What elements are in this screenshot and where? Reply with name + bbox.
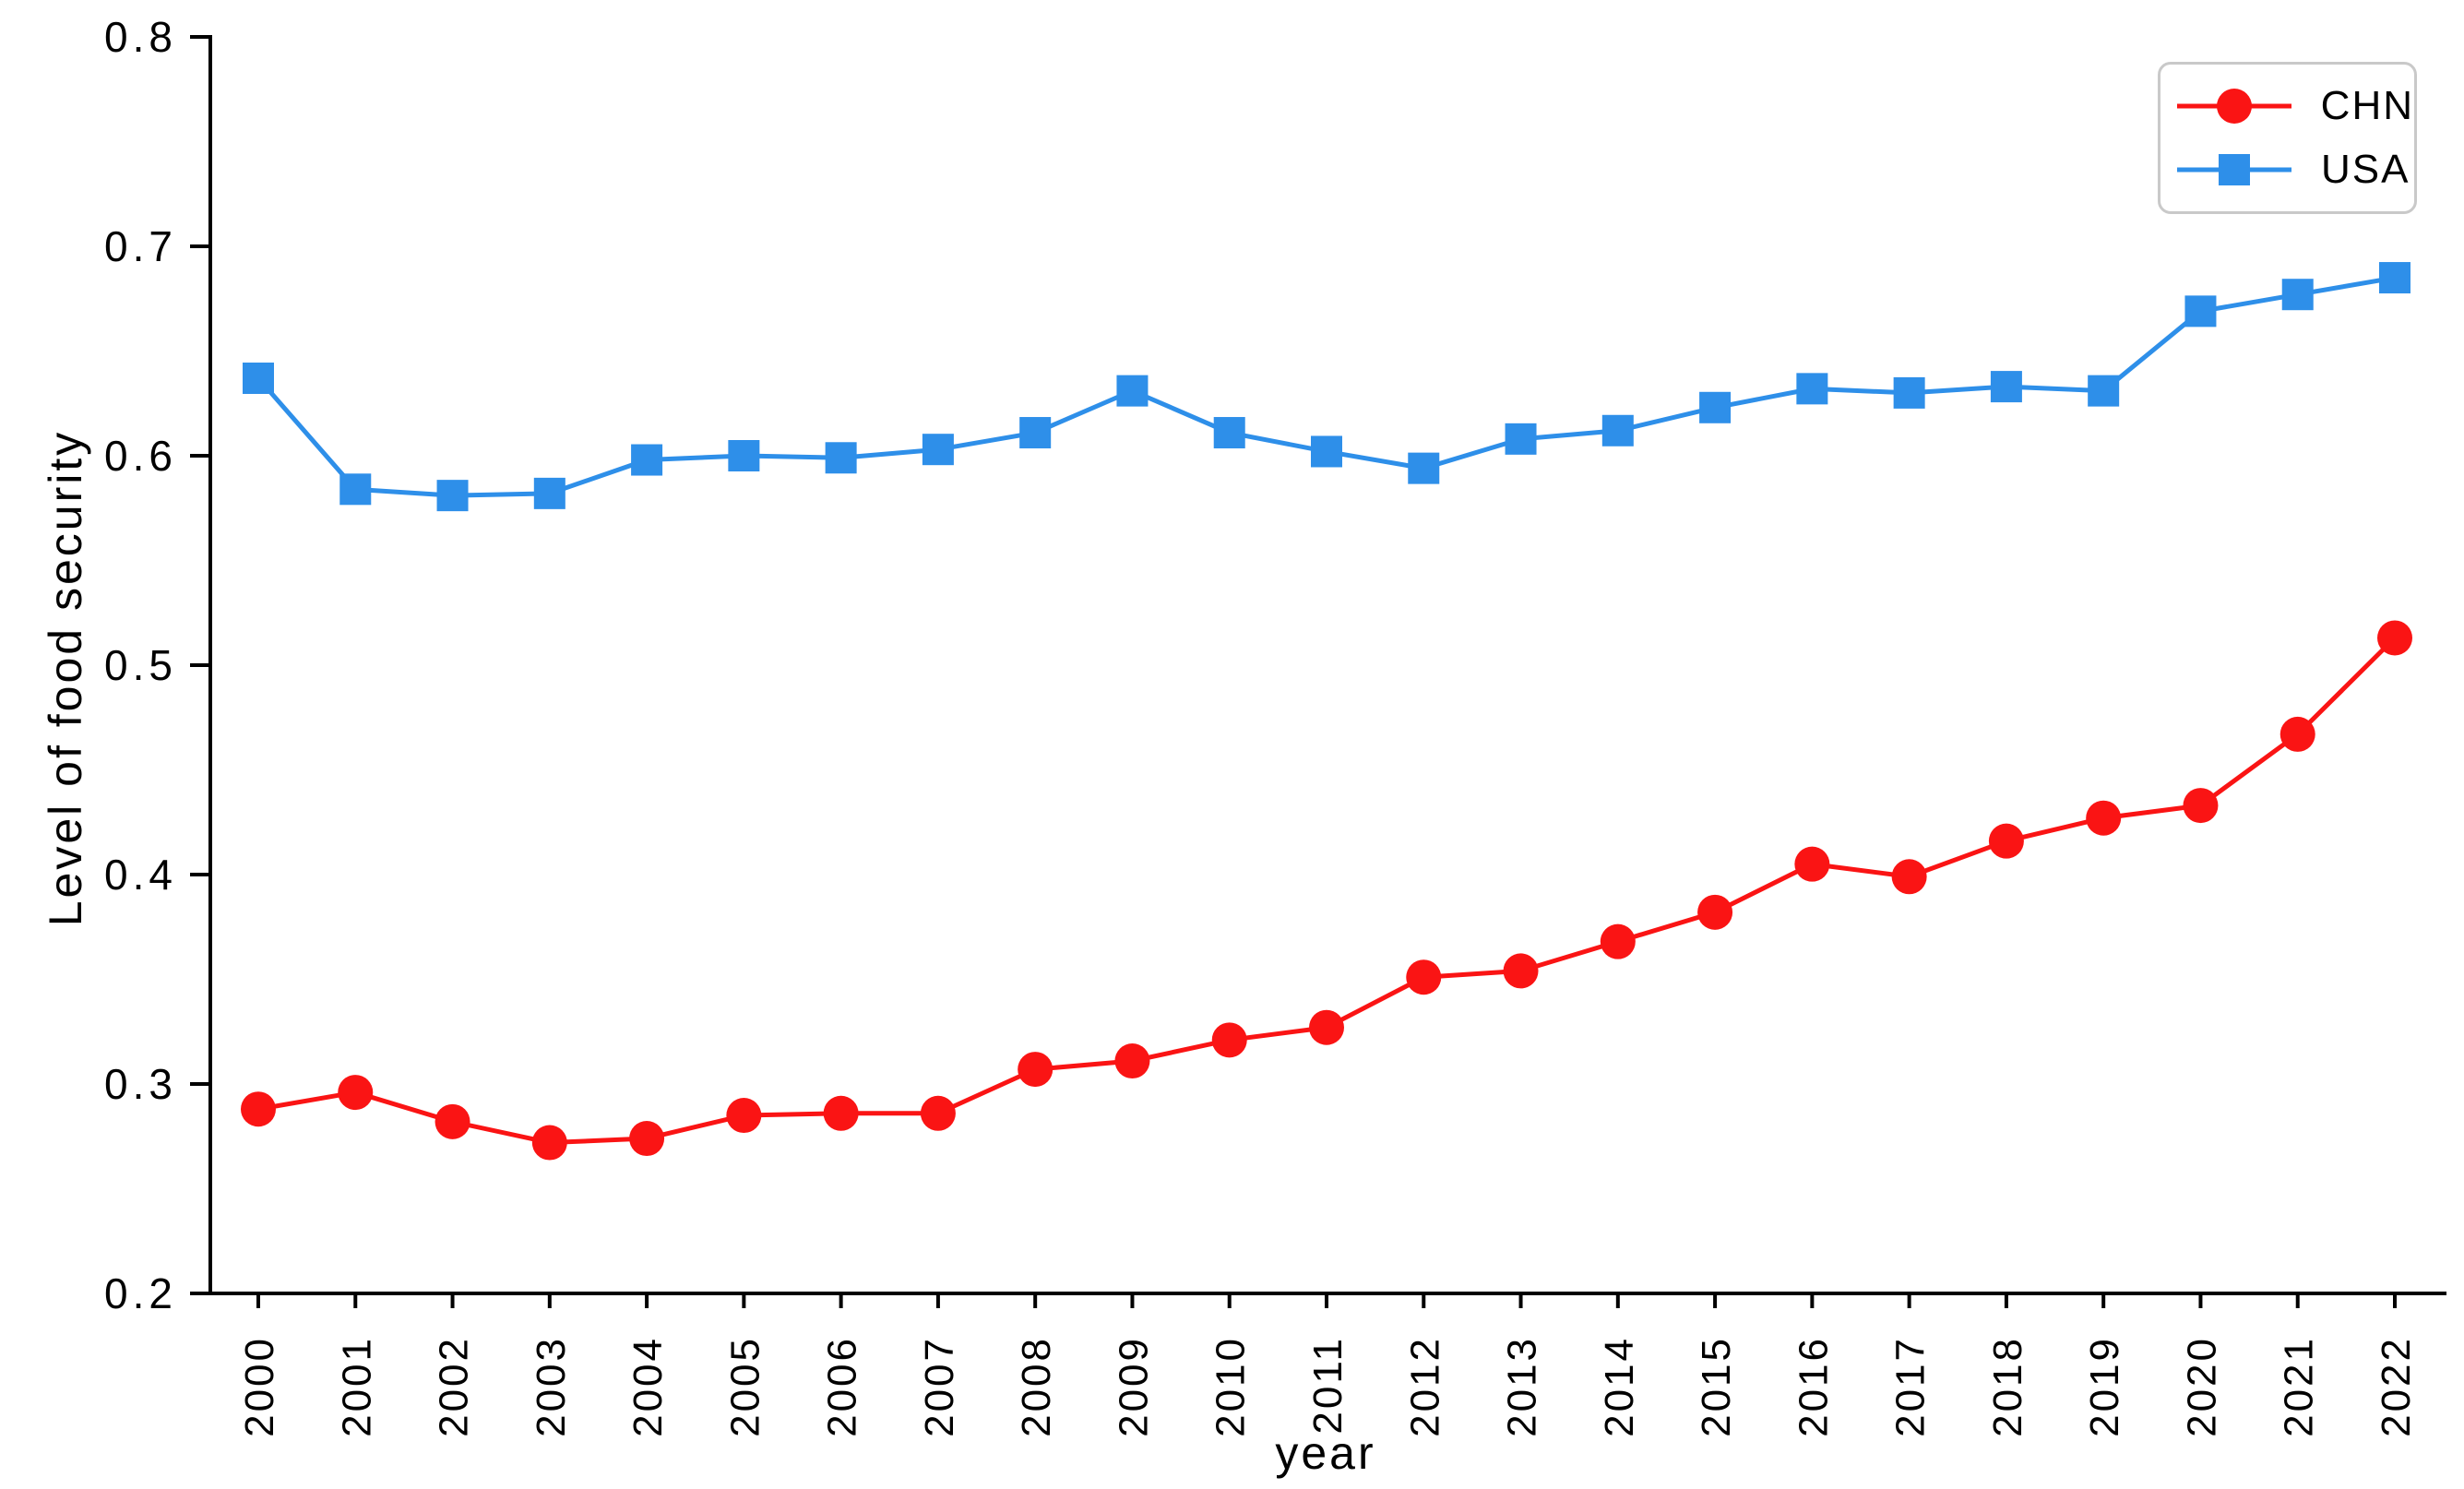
usa-marker	[1505, 423, 1537, 455]
chn-marker	[1211, 1022, 1247, 1058]
chn-marker	[920, 1095, 956, 1131]
usa-marker	[728, 440, 760, 471]
x-tick-label: 2022	[2374, 1336, 2419, 1437]
chn-marker	[1794, 846, 1830, 882]
chn-marker	[1891, 859, 1927, 895]
x-tick-label: 2018	[1985, 1336, 2030, 1437]
legend-label-usa: USA	[2321, 147, 2410, 193]
x-tick-label: 2017	[1888, 1336, 1934, 1437]
chn-marker	[1600, 923, 1636, 959]
x-tick-label: 2016	[1791, 1336, 1836, 1437]
usa-marker	[1213, 417, 1245, 449]
x-tick-label: 2020	[2179, 1336, 2224, 1437]
chn-marker	[241, 1091, 276, 1127]
chn-marker	[531, 1125, 567, 1161]
usa-marker	[339, 473, 372, 506]
usa-square-marker-icon	[2219, 154, 2250, 186]
usa-marker	[1601, 414, 1634, 447]
usa-marker	[1019, 417, 1052, 449]
chn-marker	[629, 1121, 665, 1157]
x-tick-label: 2019	[2082, 1336, 2127, 1437]
usa-marker	[1699, 391, 1732, 423]
x-tick-label: 2002	[432, 1336, 477, 1437]
usa-marker	[533, 477, 565, 509]
x-axis-title: year	[1275, 1427, 1375, 1479]
chn-marker	[1114, 1043, 1150, 1079]
chn-marker	[823, 1095, 859, 1131]
x-tick-label: 2008	[1014, 1336, 1059, 1437]
chn-marker	[1503, 953, 1539, 989]
usa-marker	[1893, 376, 1925, 409]
x-tick-label: 2012	[1402, 1336, 1447, 1437]
legend-label-chn: CHN	[2320, 82, 2414, 128]
legend-sample-usa	[2177, 154, 2291, 186]
y-tick-label: 0.3	[104, 1060, 177, 1108]
usa-marker	[243, 363, 274, 395]
x-tick-label: 2009	[1111, 1336, 1156, 1437]
x-tick-label: 2001	[334, 1336, 379, 1437]
y-tick-label: 0.8	[104, 13, 177, 61]
y-tick-label: 0.2	[104, 1269, 177, 1317]
legend-box: CHN USA	[2158, 62, 2417, 214]
chn-circle-marker-icon	[2217, 88, 2252, 124]
x-tick-label: 2005	[722, 1336, 768, 1437]
x-tick-label: 2007	[917, 1336, 962, 1437]
usa-marker	[1311, 435, 1342, 468]
legend-item-usa: USA	[2173, 143, 2414, 197]
y-tick-label: 0.7	[104, 222, 177, 270]
x-tick-label: 2003	[529, 1336, 574, 1437]
y-tick-label: 0.5	[104, 641, 177, 689]
usa-marker	[1796, 373, 1828, 405]
legend-item-chn: CHN	[2173, 79, 2414, 133]
chn-marker	[2183, 788, 2219, 824]
chn-marker	[2377, 620, 2412, 656]
chn-marker	[434, 1103, 470, 1139]
usa-marker	[825, 442, 857, 474]
usa-marker	[2281, 279, 2314, 311]
chn-marker	[2086, 800, 2122, 836]
usa-marker	[2088, 375, 2120, 407]
x-tick-label: 2004	[625, 1336, 671, 1437]
y-axis-title: Level of food security	[40, 430, 91, 927]
chn-marker	[1309, 1009, 1344, 1045]
chn-marker	[1018, 1052, 1053, 1088]
x-tick-label: 2013	[1500, 1336, 1545, 1437]
y-tick-label: 0.4	[104, 851, 177, 899]
y-tick-label: 0.6	[104, 432, 177, 480]
usa-marker	[2379, 262, 2410, 294]
data-series	[241, 262, 2412, 1161]
legend-sample-chn	[2177, 88, 2291, 124]
chn-marker	[2279, 716, 2315, 752]
x-tick-label: 2000	[237, 1336, 282, 1437]
chn-marker	[1697, 894, 1733, 930]
usa-marker	[922, 434, 954, 466]
x-tick-label: 2011	[1305, 1336, 1351, 1435]
usa-marker	[436, 480, 469, 512]
axes: 0.2 0.3 0.4 0.5 0.6 0.7 0.8 2000 2001 2002 2003 200…	[104, 13, 2446, 1437]
usa-marker	[2184, 295, 2217, 328]
x-tick-label: 2021	[2277, 1336, 2322, 1437]
chn-marker	[1988, 823, 2024, 859]
x-tick-label: 2015	[1694, 1336, 1739, 1437]
usa-marker	[1408, 452, 1440, 484]
chn-line	[257, 636, 2397, 1146]
chn-marker	[338, 1075, 374, 1111]
usa-marker	[1990, 371, 2022, 403]
usa-marker	[1116, 375, 1149, 407]
chn-marker	[1406, 959, 1442, 995]
x-tick-label: 2014	[1597, 1336, 1642, 1437]
chn-marker	[726, 1098, 762, 1134]
x-tick-label: 2010	[1208, 1336, 1254, 1437]
x-tick-label: 2006	[820, 1336, 865, 1437]
usa-marker	[631, 444, 663, 476]
